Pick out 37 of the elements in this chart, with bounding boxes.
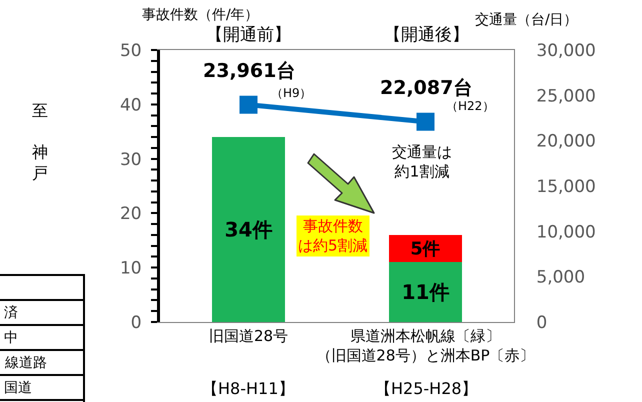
data-label: 23,961台 xyxy=(203,60,296,82)
y2-tick-label: 20,000 xyxy=(536,132,596,152)
y-tick-label: 40 xyxy=(120,95,142,116)
bar xyxy=(212,137,285,322)
y2-tick-label: 10,000 xyxy=(536,222,596,242)
text: 中 xyxy=(4,330,18,346)
y-tick-label: 10 xyxy=(120,258,142,279)
y-tick-label: 20 xyxy=(120,204,142,224)
text: 線道路 xyxy=(4,355,47,371)
data-label: 22,087台 xyxy=(380,77,472,99)
text: 至神戸 xyxy=(32,101,48,182)
y2-tick-label: 25,000 xyxy=(536,86,596,106)
y2-axis-title: 交通量（台/日） xyxy=(475,12,578,28)
y2-tick-label: 5,000 xyxy=(536,268,586,288)
y2-tick-label: 0 xyxy=(536,312,548,333)
bar xyxy=(389,262,462,322)
y-tick-label: 30 xyxy=(120,150,142,170)
annotation: 事故件数は約5割減 xyxy=(298,217,368,254)
y-tick-label: 0 xyxy=(130,312,142,333)
annotation: （H9） xyxy=(271,86,312,100)
y2-tick-label: 30,000 xyxy=(536,40,596,61)
text: 【H25-H28】 xyxy=(375,379,478,398)
data-label: 11件 xyxy=(402,280,450,304)
annotation: （H22） xyxy=(446,99,494,113)
y2-tick-label: 15,000 xyxy=(536,176,596,197)
text: 国道 xyxy=(4,380,32,396)
text: 済 xyxy=(4,305,18,321)
data-label: 34件 xyxy=(224,218,272,242)
y-tick-label: 50 xyxy=(120,40,142,61)
x-tick-label: 県道洲本松帆線〔緑〕（旧国道28号）と洲本BP〔赤〕 xyxy=(316,327,535,364)
y-axis-title: 事故件数（件/年） xyxy=(142,7,259,23)
x-tick-label: 旧国道28号 xyxy=(208,327,288,345)
text: 【H8-H11】 xyxy=(202,379,294,398)
annotation: 交通量は約1割減 xyxy=(392,143,452,180)
text: 【開通後】 xyxy=(384,25,469,45)
text: 【開通前】 xyxy=(206,25,291,45)
data-label: 5件 xyxy=(410,240,441,260)
